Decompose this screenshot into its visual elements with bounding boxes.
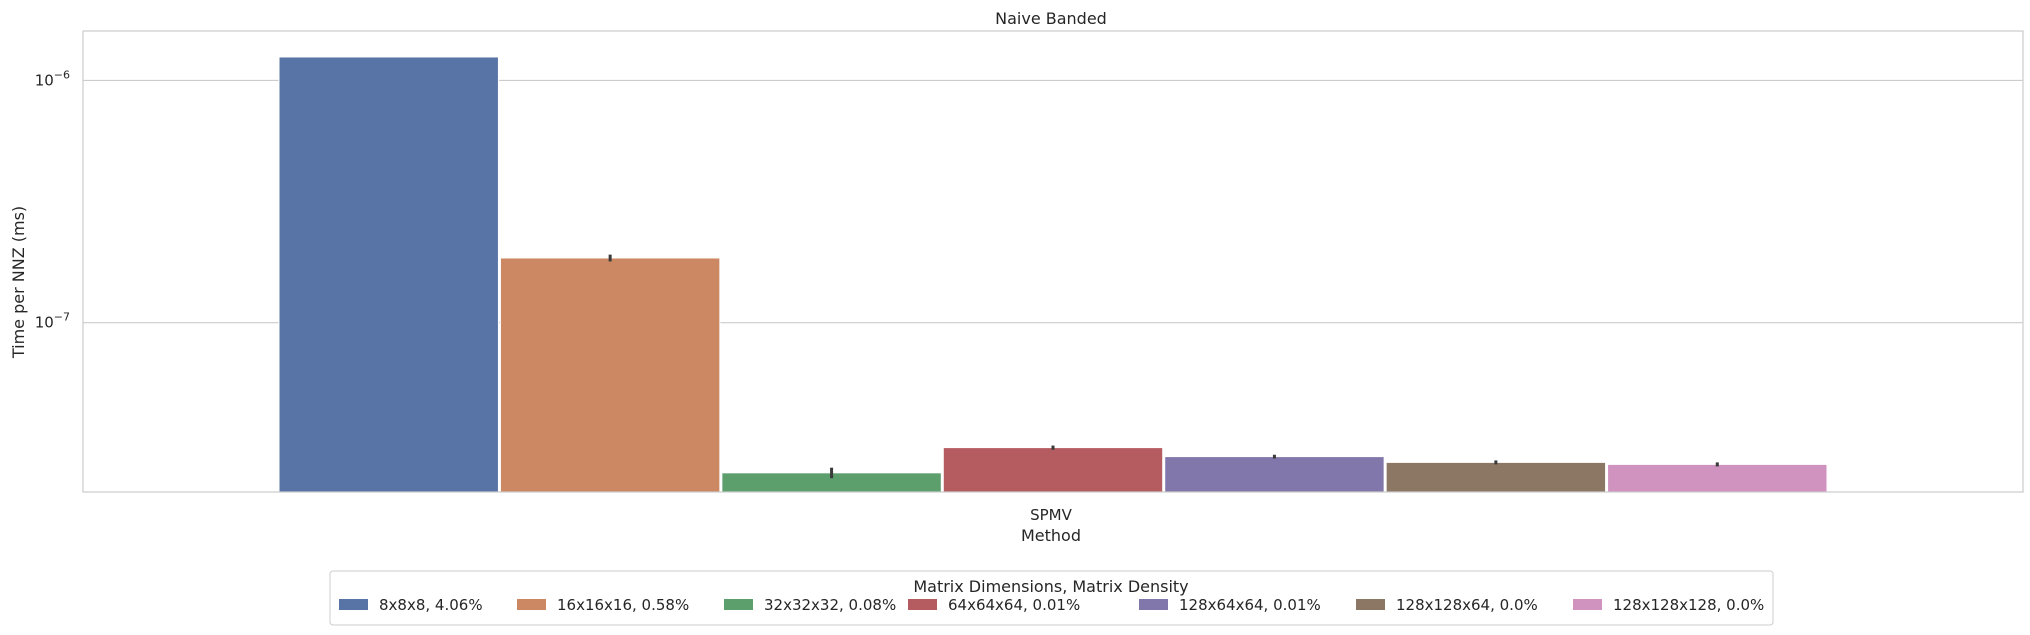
legend-label-5: 128x64x64, 0.01%: [1179, 596, 1321, 614]
legend-frame: [329, 570, 1774, 626]
legend-swatch-5: [1139, 599, 1168, 610]
bar-4: [942, 447, 1164, 493]
bar-1: [278, 56, 499, 493]
x-tick-label: SPMV: [1030, 506, 1073, 524]
legend-swatch-6: [1356, 599, 1385, 610]
legend: Matrix Dimensions, Matrix Density 8x8x8,…: [329, 570, 1774, 626]
bar-6: [1385, 461, 1607, 493]
legend-label-4: 64x64x64, 0.01%: [948, 596, 1080, 614]
legend-label-7: 128x128x128, 0.0%: [1613, 596, 1764, 614]
legend-swatch-3: [724, 599, 753, 610]
bar-7: [1607, 463, 1828, 493]
legend-swatch-7: [1573, 599, 1602, 610]
legend-swatch-2: [517, 599, 546, 610]
plot-frame: [82, 30, 2024, 493]
legend-label-2: 16x16x16, 0.58%: [557, 596, 689, 614]
y-axis-label: Time per NNZ (ms): [9, 206, 28, 359]
legend-label-6: 128x128x64, 0.0%: [1396, 596, 1538, 614]
chart-title: Naive Banded: [995, 9, 1107, 28]
bar-2: [499, 257, 721, 493]
x-axis-label: Method: [1021, 526, 1081, 545]
bar-5: [1164, 456, 1385, 493]
legend-swatch-4: [908, 599, 937, 610]
legend-title: Matrix Dimensions, Matrix Density: [913, 577, 1188, 596]
legend-swatch-1: [339, 599, 368, 610]
legend-label-1: 8x8x8, 4.06%: [379, 596, 483, 614]
legend-items: 8x8x8, 4.06% 16x16x16, 0.58% 32x32x32, 0.0…: [339, 596, 1764, 614]
legend-label-3: 32x32x32, 0.08%: [764, 596, 896, 614]
